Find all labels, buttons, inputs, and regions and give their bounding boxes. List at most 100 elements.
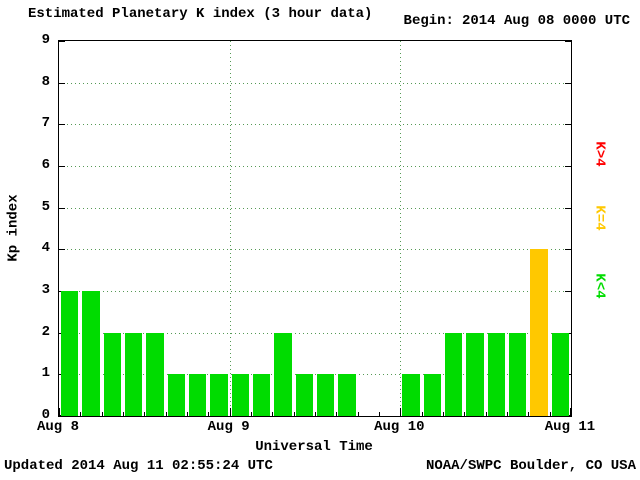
v-gridline [400, 41, 401, 416]
x-tick-label: Aug 11 [544, 419, 596, 435]
h-gridline [59, 249, 571, 251]
x-tick-mark [187, 412, 188, 416]
x-tick-mark [144, 412, 145, 416]
y-tick-label: 1 [41, 365, 50, 382]
y-tick-mark [565, 249, 571, 250]
kp-bar [466, 332, 484, 416]
kp-bar [125, 332, 143, 416]
x-tick-mark [166, 412, 167, 416]
kp-bar [402, 374, 420, 416]
x-axis-title: Universal Time [255, 439, 373, 455]
h-gridline [59, 374, 571, 376]
begin-label: Begin: [403, 13, 454, 29]
x-tick-mark [336, 412, 337, 416]
legend-k-eq-4-label: K=4 [592, 205, 608, 231]
h-gridline [59, 332, 571, 334]
legend-k-lt-4-label: K<4 [592, 273, 608, 299]
x-tick-mark [570, 408, 571, 416]
kp-bar [295, 374, 313, 416]
kp-bar [317, 374, 335, 416]
legend-k-eq-4: K=4 [586, 192, 614, 244]
y-tick-mark [59, 83, 65, 84]
x-tick-mark [208, 412, 209, 416]
x-tick-mark [528, 412, 529, 416]
x-tick-label: Aug 8 [36, 419, 79, 435]
kp-bar [274, 332, 292, 416]
y-tick-mark [59, 124, 65, 125]
x-tick-mark [464, 412, 465, 416]
x-tick-mark [443, 412, 444, 416]
chart-title: Estimated Planetary K index (3 hour data… [28, 6, 373, 22]
x-tick-mark [80, 412, 81, 416]
x-tick-mark [358, 412, 359, 416]
kp-bar [61, 291, 79, 416]
x-tick-mark [272, 412, 273, 416]
begin-value: 2014 Aug 08 0000 UTC [461, 13, 630, 29]
kp-bar [509, 332, 527, 416]
y-tick-label: 6 [41, 157, 50, 173]
source-credit: NOAA/SWPC Boulder, CO USA [425, 458, 636, 474]
y-tick-label: 3 [41, 282, 50, 298]
y-axis-title: Kp index [0, 40, 28, 415]
y-tick-mark [565, 208, 571, 209]
kp-bar [231, 374, 249, 416]
begin-line: Begin: 2014 Aug 08 0000 UTC [404, 13, 630, 29]
kp-bar [253, 374, 271, 416]
x-tick-mark [294, 412, 295, 416]
kp-bar [103, 332, 121, 416]
kp-bar [146, 332, 164, 416]
y-tick-mark [565, 291, 571, 292]
y-tick-mark [59, 41, 65, 42]
kp-bar [445, 332, 463, 416]
x-tick-mark [507, 412, 508, 416]
h-gridline [59, 166, 571, 167]
h-gridline [59, 291, 571, 292]
y-tick-label: 0 [41, 407, 50, 423]
kp-bar [551, 332, 569, 416]
y-tick-mark [565, 83, 571, 84]
legend-k-gt-4: K>4 [586, 128, 614, 180]
y-tick-mark [565, 41, 571, 42]
x-tick-mark [422, 412, 423, 416]
plot-area [58, 40, 572, 417]
y-tick-mark [565, 124, 571, 125]
y-tick-label: 5 [41, 198, 50, 215]
kp-bar [530, 249, 548, 416]
h-gridline [59, 207, 571, 209]
kp-bar [423, 374, 441, 416]
y-axis-title-text: Kp index [6, 193, 22, 262]
kp-bar [338, 374, 356, 416]
x-tick-mark [379, 412, 380, 416]
kp-bar [167, 374, 185, 416]
y-tick-label: 9 [41, 32, 50, 48]
x-tick-mark [315, 412, 316, 416]
legend-k-gt-4-label: K>4 [592, 141, 608, 167]
y-tick-mark [59, 166, 65, 167]
kp-bar [487, 332, 505, 416]
legend-k-lt-4: K<4 [586, 260, 614, 312]
y-tick-mark [59, 208, 65, 209]
x-tick-mark [59, 408, 60, 416]
x-tick-mark [251, 412, 252, 416]
h-gridline [59, 124, 571, 126]
x-tick-label: Aug 10 [374, 419, 425, 435]
x-tick-mark [550, 412, 551, 416]
y-tick-label: 7 [41, 115, 50, 132]
kp-bar [82, 291, 100, 416]
x-tick-mark [123, 412, 124, 416]
x-tick-mark [400, 408, 401, 416]
y-tick-mark [59, 249, 65, 250]
y-tick-label: 8 [41, 73, 50, 90]
h-gridline [59, 82, 571, 84]
v-gridline [230, 41, 231, 416]
y-tick-label: 4 [41, 240, 50, 257]
x-tick-mark [102, 412, 103, 416]
kp-bar [210, 374, 228, 416]
x-tick-mark [486, 412, 487, 416]
y-tick-label: 2 [41, 323, 50, 340]
updated-timestamp: Updated 2014 Aug 11 02:55:24 UTC [4, 458, 273, 474]
x-tick-mark [230, 408, 231, 416]
y-tick-mark [565, 166, 571, 167]
x-tick-label: Aug 9 [207, 419, 250, 435]
